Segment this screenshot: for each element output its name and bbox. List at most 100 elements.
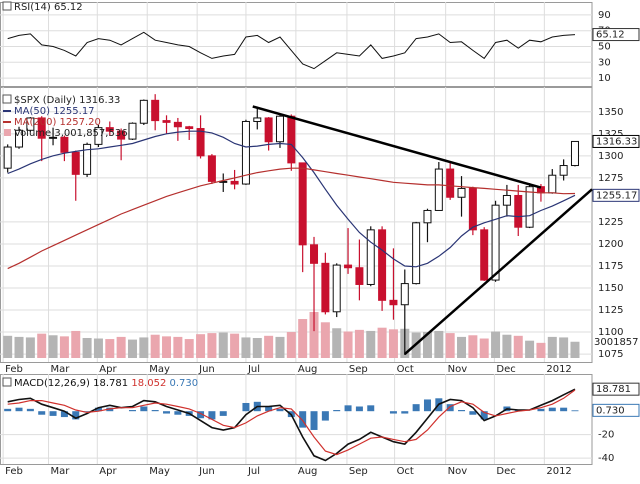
histogram-bar	[446, 404, 454, 412]
candle-body	[253, 117, 262, 122]
volume-bar	[309, 312, 319, 358]
panel-icon	[2, 377, 12, 387]
volume-bar	[434, 330, 444, 358]
x-tick-label: Jun	[198, 466, 215, 477]
volume-bar	[570, 341, 580, 358]
macd-line	[7, 388, 576, 462]
legend-value: 1257.20	[60, 117, 101, 128]
price-tag-box	[592, 134, 640, 148]
volume-bar	[354, 329, 364, 358]
x-tick-label: Apr	[99, 466, 117, 477]
y-tick-label: 1275	[598, 173, 623, 184]
candle-body	[434, 168, 443, 211]
candle-body	[366, 229, 375, 285]
y-tick-label: 1225	[598, 217, 623, 228]
panel-icon	[2, 94, 12, 104]
histogram-bar	[38, 411, 46, 415]
histogram-bar	[321, 411, 329, 421]
histogram-bar	[355, 406, 363, 412]
volume-bar	[82, 337, 92, 358]
candle-body	[196, 128, 205, 157]
legend-name: MA(50)	[14, 106, 50, 117]
volume-bar	[48, 335, 58, 358]
volume-bar	[491, 331, 501, 358]
x-tick-label: Nov	[448, 364, 468, 375]
histogram-bar	[423, 399, 431, 412]
x-tick-label: May	[149, 364, 170, 375]
histogram-bar	[458, 410, 466, 412]
candle-body	[105, 127, 114, 132]
volume-bar	[25, 337, 35, 358]
panel-icon	[2, 1, 12, 11]
rsi-title: RSI(14)	[14, 2, 51, 13]
x-tick-label: Feb	[5, 364, 23, 375]
histogram-bar	[367, 405, 375, 412]
legend-volume: Volume 3,001,857,536	[14, 128, 128, 139]
volume-bar	[388, 329, 398, 358]
x-tick-label: Dec	[496, 466, 515, 477]
x-tick-label: Jun	[198, 364, 215, 375]
rsi-header: RSI(14) 65.12	[14, 2, 83, 13]
y-tick-label: -20	[598, 430, 614, 441]
rsi-tag: 65.12	[596, 30, 625, 41]
candle-body	[355, 267, 364, 285]
x-tick-label: Mar	[51, 466, 71, 477]
candle-body	[207, 155, 216, 182]
volume-bar	[218, 332, 228, 358]
volume-bar	[275, 336, 285, 358]
volume-bar	[502, 334, 512, 358]
candle-body	[60, 136, 69, 153]
volume-bar	[207, 333, 217, 358]
candle-body	[15, 129, 24, 148]
legend-swatch	[4, 129, 11, 136]
volume-bar	[559, 337, 569, 358]
background	[0, 2, 593, 465]
macd-header: MACD(12,26,9) 18.781 18.052 0.730	[14, 378, 198, 389]
histogram-last: 0.730	[170, 378, 199, 389]
volume-bar	[366, 330, 376, 358]
x-tick-label: Feb	[5, 466, 23, 477]
volume-bar	[196, 334, 206, 358]
candle-body	[525, 186, 534, 228]
candle-body	[173, 121, 182, 128]
y-tick-label: 1175	[598, 261, 623, 272]
histogram-bar	[389, 411, 397, 414]
candle-body	[332, 264, 341, 313]
candle-body	[241, 120, 250, 185]
candle-body	[151, 99, 160, 122]
histogram-bar	[174, 411, 182, 415]
x-tick-label: Jul	[247, 466, 260, 477]
volume-bar	[422, 332, 432, 358]
x-tick-label: May	[149, 466, 170, 477]
x-tick-label: Sep	[349, 466, 368, 477]
volume-bar	[184, 339, 194, 358]
candle-body	[412, 222, 421, 285]
volume-bar	[14, 336, 24, 358]
volume-bar	[377, 327, 387, 358]
volume-bar	[445, 333, 455, 358]
candle-body	[321, 262, 330, 313]
y-tick-label: 1125	[598, 305, 623, 316]
price-tag: 1316.33	[596, 136, 637, 147]
volume-bar	[230, 333, 240, 358]
histogram-bar	[333, 410, 341, 412]
volume-bar	[116, 336, 126, 358]
volume-bar	[320, 322, 330, 358]
volume-bar	[59, 336, 69, 358]
x-tick-label: Dec	[496, 364, 515, 375]
y-tick-label: 90	[598, 10, 611, 21]
candle-body	[468, 187, 477, 231]
histogram-bar	[276, 408, 284, 412]
histogram-bar	[72, 411, 80, 420]
candle-body	[559, 165, 568, 176]
legend-name: MA(200)	[14, 117, 56, 128]
histogram-bar	[242, 402, 250, 412]
candle-body	[378, 229, 387, 301]
moving-average	[7, 167, 576, 270]
macd-name: MACD(12,26,9)	[14, 378, 90, 389]
legend-ma200: MA(200) 1257.20	[14, 117, 101, 128]
candle-body	[344, 264, 353, 269]
histogram-bar	[60, 411, 68, 418]
signal-line	[7, 389, 576, 456]
